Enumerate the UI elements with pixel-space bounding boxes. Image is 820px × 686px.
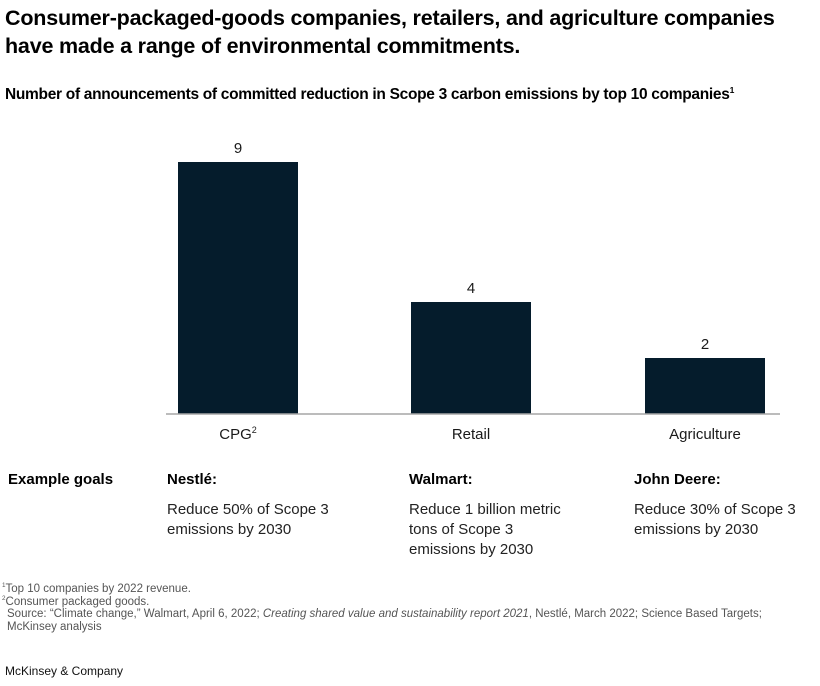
brand-logo-text: McKinsey & Company bbox=[5, 664, 124, 678]
footnote-ref-1: 1 bbox=[729, 84, 735, 95]
source-prefix: Source: “Climate change,” Walmart, April… bbox=[7, 608, 263, 620]
goal-company: Walmart: bbox=[409, 471, 473, 488]
goal-text: Reduce 30% of Scope 3 emissions by 2030 bbox=[634, 501, 796, 538]
goal-text: Reduce 1 billion metric tons of Scope 3 … bbox=[409, 501, 561, 558]
footnotes: 1Top 10 companies by 2022 revenue. 2Cons… bbox=[2, 583, 812, 633]
footnote-1: 1Top 10 companies by 2022 revenue. bbox=[2, 583, 812, 596]
chart-title: Consumer-packaged-goods companies, retai… bbox=[5, 6, 775, 58]
example-goals-label: Example goals bbox=[8, 470, 128, 489]
source-note: Source: “Climate change,” Walmart, April… bbox=[2, 608, 777, 633]
goal-walmart: Walmart: Reduce 1 billion metric tons of… bbox=[409, 470, 609, 560]
footnote-2: 2Consumer packaged goods. bbox=[2, 594, 812, 609]
bar-cpg bbox=[178, 162, 298, 414]
bar-retail bbox=[411, 302, 531, 414]
footnote-2-text: Consumer packaged goods. bbox=[5, 595, 150, 608]
goal-john-deere: John Deere: Reduce 30% of Scope 3 emissi… bbox=[634, 470, 820, 540]
bar-chart: 9 CPG2 4 Retail 2 Agriculture bbox=[166, 140, 780, 443]
bar-agriculture bbox=[645, 358, 765, 414]
data-label-retail: 4 bbox=[467, 280, 475, 297]
category-label-agriculture: Agriculture bbox=[669, 426, 741, 443]
category-label-cpg: CPG2 bbox=[219, 425, 257, 443]
chart-subtitle: Number of announcements of committed red… bbox=[5, 85, 820, 105]
bars-group bbox=[178, 162, 765, 414]
example-goals-text: Example goals bbox=[8, 471, 114, 488]
data-label-cpg: 9 bbox=[234, 140, 242, 157]
footnote-1-marker: 1 bbox=[2, 582, 6, 590]
footnote-ref-2: 2 bbox=[252, 425, 257, 435]
goal-company: John Deere: bbox=[634, 471, 721, 488]
source-italic-title: Creating shared value and sustainability… bbox=[262, 608, 529, 620]
footnote-2-marker: 2 bbox=[2, 594, 6, 602]
labels-group: 9 CPG2 4 Retail 2 Agriculture bbox=[219, 140, 741, 443]
goal-text: Reduce 50% of Scope 3 emissions by 2030 bbox=[167, 501, 329, 538]
goal-nestle: Nestlé: Reduce 50% of Scope 3 emissions … bbox=[167, 470, 367, 540]
data-label-agriculture: 2 bbox=[701, 336, 709, 353]
goal-company: Nestlé: bbox=[167, 471, 218, 488]
chart-subtitle-text: Number of announcements of committed red… bbox=[5, 86, 730, 103]
footnote-1-text: Top 10 companies by 2022 revenue. bbox=[5, 583, 191, 595]
source-suffix: , Nestlé, March 2022; Science Based Targ… bbox=[7, 608, 762, 633]
category-label-retail: Retail bbox=[452, 426, 490, 443]
